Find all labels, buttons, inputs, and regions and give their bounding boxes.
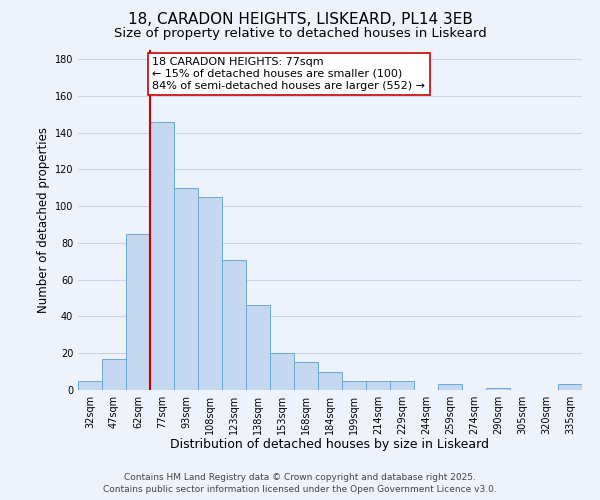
Bar: [102, 359, 126, 390]
Bar: [366, 381, 390, 390]
Bar: [558, 384, 582, 390]
Bar: [342, 381, 366, 390]
Bar: [150, 122, 174, 390]
Bar: [270, 353, 294, 390]
X-axis label: Distribution of detached houses by size in Liskeard: Distribution of detached houses by size …: [170, 438, 490, 452]
Bar: [390, 381, 414, 390]
Text: 18 CARADON HEIGHTS: 77sqm
← 15% of detached houses are smaller (100)
84% of semi: 18 CARADON HEIGHTS: 77sqm ← 15% of detac…: [152, 58, 425, 90]
Bar: [318, 372, 342, 390]
Bar: [294, 362, 318, 390]
Text: Size of property relative to detached houses in Liskeard: Size of property relative to detached ho…: [113, 28, 487, 40]
Bar: [246, 306, 270, 390]
Text: Contains HM Land Registry data © Crown copyright and database right 2025.
Contai: Contains HM Land Registry data © Crown c…: [103, 472, 497, 494]
Bar: [438, 384, 462, 390]
Bar: [222, 260, 246, 390]
Bar: [174, 188, 198, 390]
Bar: [198, 197, 222, 390]
Y-axis label: Number of detached properties: Number of detached properties: [37, 127, 50, 313]
Bar: [126, 234, 150, 390]
Text: 18, CARADON HEIGHTS, LISKEARD, PL14 3EB: 18, CARADON HEIGHTS, LISKEARD, PL14 3EB: [128, 12, 472, 28]
Bar: [486, 388, 510, 390]
Bar: [78, 381, 102, 390]
